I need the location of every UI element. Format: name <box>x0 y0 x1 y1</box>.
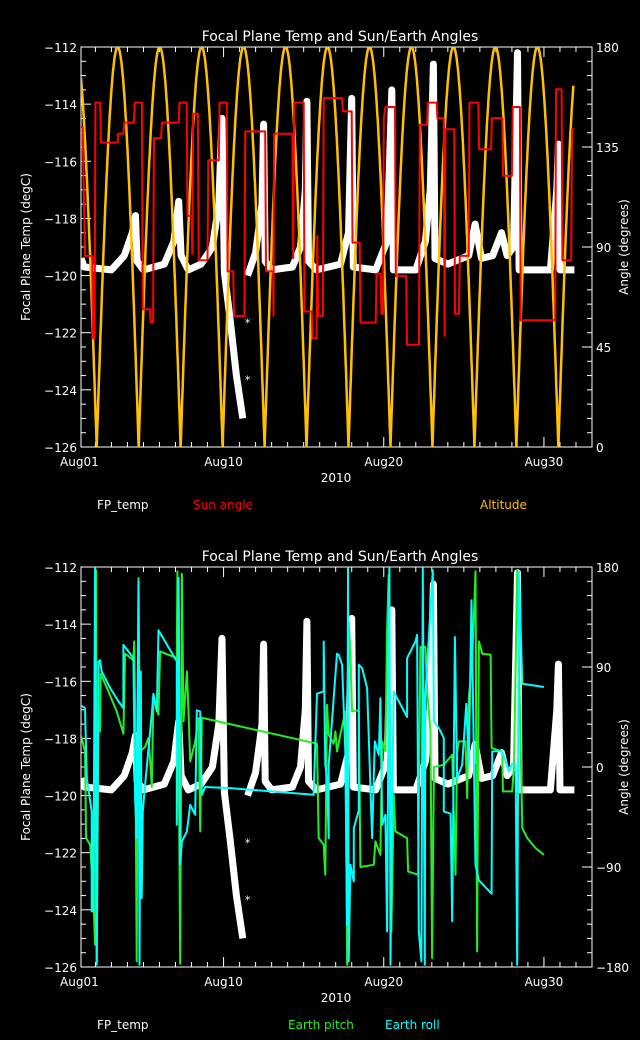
y-tick-label: −114 <box>44 98 77 112</box>
y2-tick-label: 180 <box>596 41 619 55</box>
fp-temp-line <box>244 49 575 277</box>
x-tick-label: Aug10 <box>204 455 243 469</box>
y-tick-label: −120 <box>44 790 77 804</box>
y-axis-label: Focal Plane Temp (degC) <box>19 173 33 321</box>
y-tick-label: −124 <box>44 904 77 918</box>
y2-tick-label: 90 <box>596 241 611 255</box>
legend-item: FP_temp <box>97 1018 149 1032</box>
y-tick-label: −116 <box>44 155 77 169</box>
legend-item: Earth roll <box>385 1018 440 1032</box>
y-tick-label: −124 <box>44 384 77 398</box>
y2-tick-label: 0 <box>596 441 604 455</box>
x-axis-label: 2010 <box>321 991 352 1005</box>
y2-tick-label: 135 <box>596 141 619 155</box>
x-tick-label: Aug01 <box>60 455 99 469</box>
panel-0: ** <box>80 46 593 448</box>
y-tick-label: −118 <box>44 732 77 746</box>
y2-tick-label: 90 <box>596 661 611 675</box>
x-tick-label: Aug30 <box>525 975 564 989</box>
y-tick-label: −122 <box>44 847 77 861</box>
chart-title: Focal Plane Temp and Sun/Earth Angles <box>202 549 479 565</box>
fp-temp-outlier: * <box>245 836 251 849</box>
sun-angle-line <box>81 88 575 346</box>
y-tick-label: −118 <box>44 212 77 226</box>
fp-temp-outlier: * <box>245 316 251 329</box>
earth-roll-line <box>81 567 545 966</box>
x-tick-label: Aug20 <box>364 455 403 469</box>
x-tick-label: Aug20 <box>364 975 403 989</box>
fp-temp-outlier: * <box>245 373 251 386</box>
y2-axis-label: Angle (degrees) <box>617 719 631 815</box>
x-tick-label: Aug01 <box>60 975 99 989</box>
x-axis-label: 2010 <box>321 471 352 485</box>
y-tick-label: −120 <box>44 270 77 284</box>
y2-axis-label: Angle (degrees) <box>617 199 631 295</box>
y2-tick-label: −90 <box>596 861 621 875</box>
x-tick-label: Aug30 <box>525 455 564 469</box>
chart-title: Focal Plane Temp and Sun/Earth Angles <box>202 29 479 45</box>
y2-tick-label: −180 <box>596 961 629 975</box>
y2-tick-label: 0 <box>596 761 604 775</box>
fp-temp-outlier: * <box>245 893 251 906</box>
y-tick-label: −114 <box>44 618 77 632</box>
y2-tick-label: 180 <box>596 561 619 575</box>
legend-item: Earth pitch <box>288 1018 354 1032</box>
y-tick-label: −112 <box>44 561 77 575</box>
legend-item: Altitude <box>480 498 527 512</box>
plot-area: ** <box>81 567 575 966</box>
y-tick-label: −126 <box>44 441 77 455</box>
y2-tick-label: 45 <box>596 341 611 355</box>
y-tick-label: −122 <box>44 327 77 341</box>
y-axis-label: Focal Plane Temp (degC) <box>19 693 33 841</box>
y-tick-label: −112 <box>44 41 77 55</box>
earth-pitch-line <box>81 569 545 966</box>
plot-area: ** <box>81 47 575 447</box>
altitude-line <box>81 47 575 447</box>
legend-item: FP_temp <box>97 498 149 512</box>
fp-temp-line <box>81 114 247 419</box>
y-tick-label: −116 <box>44 675 77 689</box>
legend-item: Sun angle <box>193 498 253 512</box>
x-tick-label: Aug10 <box>204 975 243 989</box>
y-tick-label: −126 <box>44 961 77 975</box>
panel-1: ** <box>80 566 593 968</box>
